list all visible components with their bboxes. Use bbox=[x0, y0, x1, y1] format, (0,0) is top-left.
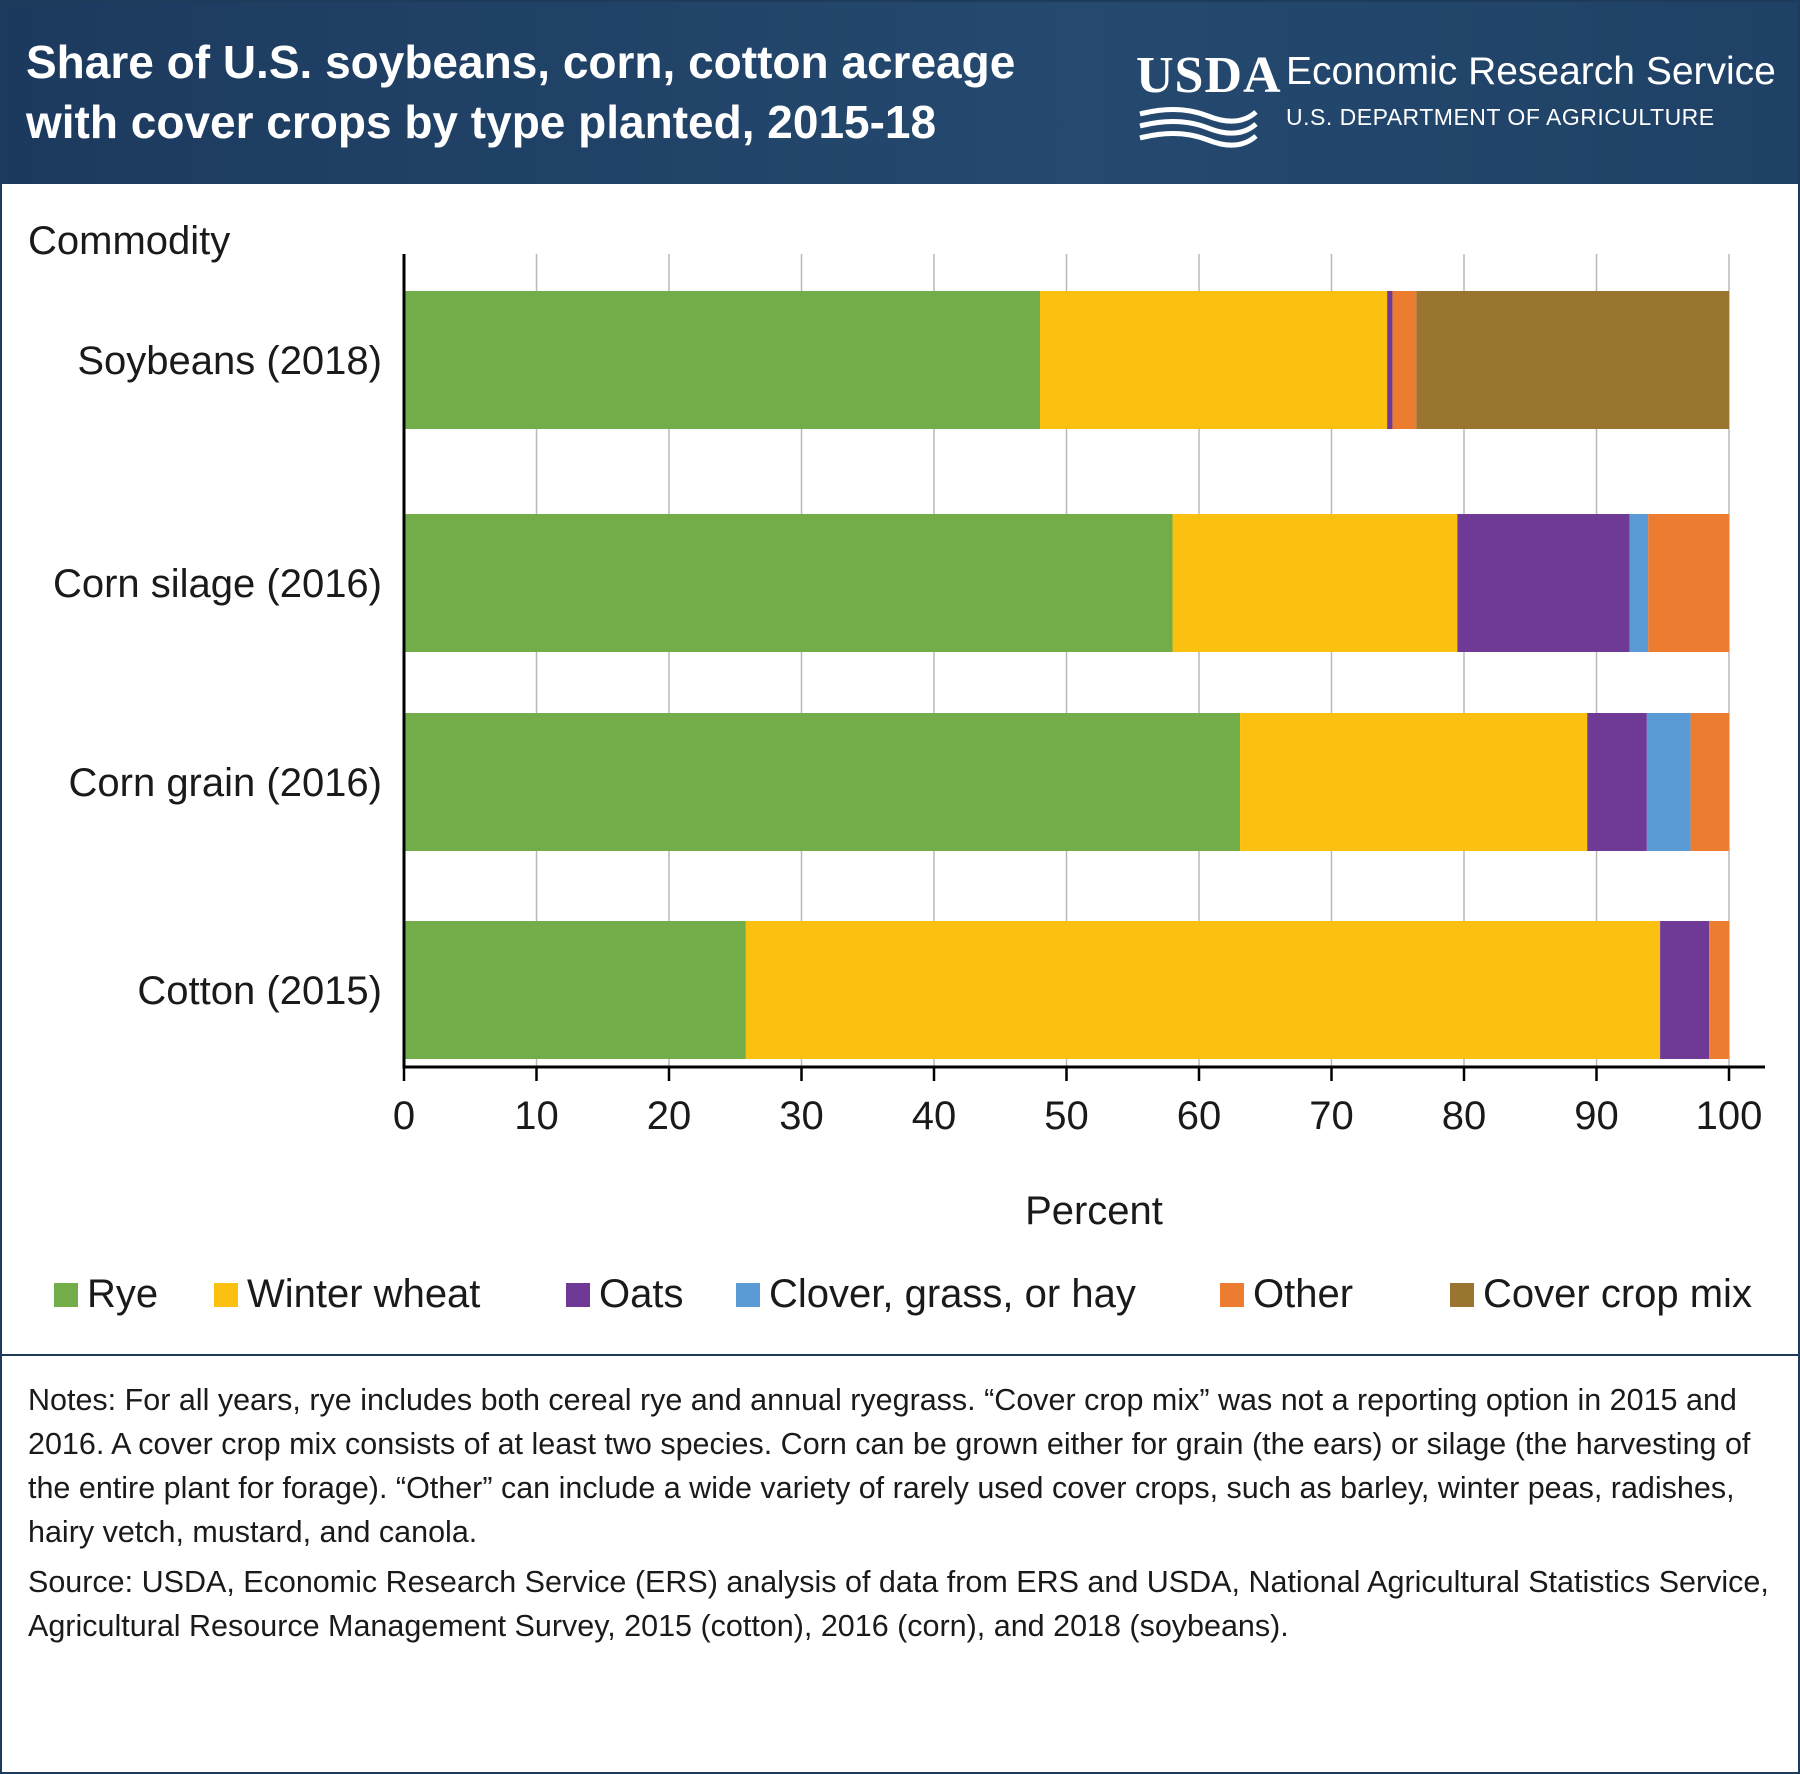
usda-logo-text: USDA bbox=[1136, 47, 1282, 104]
bars bbox=[404, 291, 1729, 1059]
bar-corn-silage-2016--rye bbox=[404, 514, 1173, 652]
bar-soybeans-2018--cover-crop-mix bbox=[1416, 291, 1729, 429]
header-banner: Share of U.S. soybeans, corn, cotton acr… bbox=[2, 2, 1798, 184]
y-axis-title: Commodity bbox=[28, 219, 230, 263]
bar-corn-silage-2016--clover-grass-or-hay bbox=[1629, 514, 1649, 652]
chart-notes: Notes: For all years, rye includes both … bbox=[28, 1383, 1751, 1549]
bar-cotton-2015--winter-wheat bbox=[745, 921, 1661, 1059]
legend-label: Clover, grass, or hay bbox=[769, 1272, 1136, 1316]
x-tick-label-30: 30 bbox=[779, 1094, 824, 1138]
bar-soybeans-2018--rye bbox=[404, 291, 1040, 429]
bar-soybeans-2018--winter-wheat bbox=[1040, 291, 1388, 429]
legend-label: Rye bbox=[87, 1272, 159, 1316]
bar-corn-silage-2016--oats bbox=[1457, 514, 1630, 652]
legend-label: Winter wheat bbox=[247, 1272, 481, 1316]
legend-swatch bbox=[1220, 1283, 1244, 1307]
legend-swatch bbox=[54, 1283, 78, 1307]
bar-chart: 0 10 20 30 40 50 60 70 80 90 100 Soybeans (2018) Cor… bbox=[28, 219, 1765, 1233]
bar-soybeans-2018--oats bbox=[1387, 291, 1393, 429]
legend-label: Cover crop mix bbox=[1483, 1272, 1752, 1316]
legend-label: Other bbox=[1253, 1272, 1354, 1316]
axes: 0 10 20 30 40 50 60 70 80 90 100 Soybeans (2018) Cor… bbox=[53, 254, 1765, 1138]
bar-soybeans-2018--other bbox=[1392, 291, 1417, 429]
bar-corn-grain-2016--winter-wheat bbox=[1240, 713, 1588, 851]
bar-cotton-2015--oats bbox=[1660, 921, 1710, 1059]
x-tick-label-100: 100 bbox=[1696, 1094, 1763, 1138]
y-category-label: Cotton (2015) bbox=[137, 969, 382, 1013]
usda-logo: USDA Economic Research Service U.S. DEPA… bbox=[1136, 46, 1776, 148]
legend-swatch bbox=[566, 1283, 590, 1307]
y-category-label: Corn silage (2016) bbox=[53, 562, 382, 606]
agency-name: Economic Research Service bbox=[1286, 50, 1776, 93]
y-category-label: Soybeans (2018) bbox=[77, 339, 382, 383]
divider bbox=[2, 1354, 1798, 1356]
x-tick-label-10: 10 bbox=[514, 1094, 559, 1138]
legend-swatch bbox=[1450, 1283, 1474, 1307]
bar-cotton-2015--rye bbox=[404, 921, 746, 1059]
x-tick-label-70: 70 bbox=[1309, 1094, 1354, 1138]
bar-corn-grain-2016--rye bbox=[404, 713, 1241, 851]
y-category-label: Corn grain (2016) bbox=[69, 761, 383, 805]
x-axis-title: Percent bbox=[1025, 1189, 1163, 1233]
x-tick-label-80: 80 bbox=[1442, 1094, 1487, 1138]
department-name: U.S. DEPARTMENT OF AGRICULTURE bbox=[1286, 104, 1715, 130]
usda-waves-icon bbox=[1139, 106, 1258, 148]
x-tick-label-20: 20 bbox=[647, 1094, 692, 1138]
bar-corn-grain-2016--clover-grass-or-hay bbox=[1646, 713, 1691, 851]
x-tick-label-50: 50 bbox=[1044, 1094, 1089, 1138]
x-tick-label-40: 40 bbox=[912, 1094, 957, 1138]
bar-corn-grain-2016--oats bbox=[1587, 713, 1647, 851]
bar-corn-silage-2016--other bbox=[1648, 514, 1729, 652]
bar-corn-silage-2016--winter-wheat bbox=[1172, 514, 1458, 652]
x-tick-label-90: 90 bbox=[1574, 1094, 1619, 1138]
bar-corn-grain-2016--other bbox=[1690, 713, 1729, 851]
chart-title: Share of U.S. soybeans, corn, cotton acr… bbox=[26, 36, 1016, 148]
legend-label: Oats bbox=[599, 1272, 684, 1316]
chart-source: Source: USDA, Economic Research Service … bbox=[28, 1565, 1769, 1643]
chart-legend: Rye Winter wheat Oats Clover, grass, or hay… bbox=[54, 1270, 1774, 1320]
legend-swatch bbox=[214, 1283, 238, 1307]
x-tick-label-0: 0 bbox=[393, 1094, 415, 1138]
legend-swatch bbox=[736, 1283, 760, 1307]
bar-cotton-2015--other bbox=[1709, 921, 1729, 1059]
x-tick-label-60: 60 bbox=[1177, 1094, 1222, 1138]
